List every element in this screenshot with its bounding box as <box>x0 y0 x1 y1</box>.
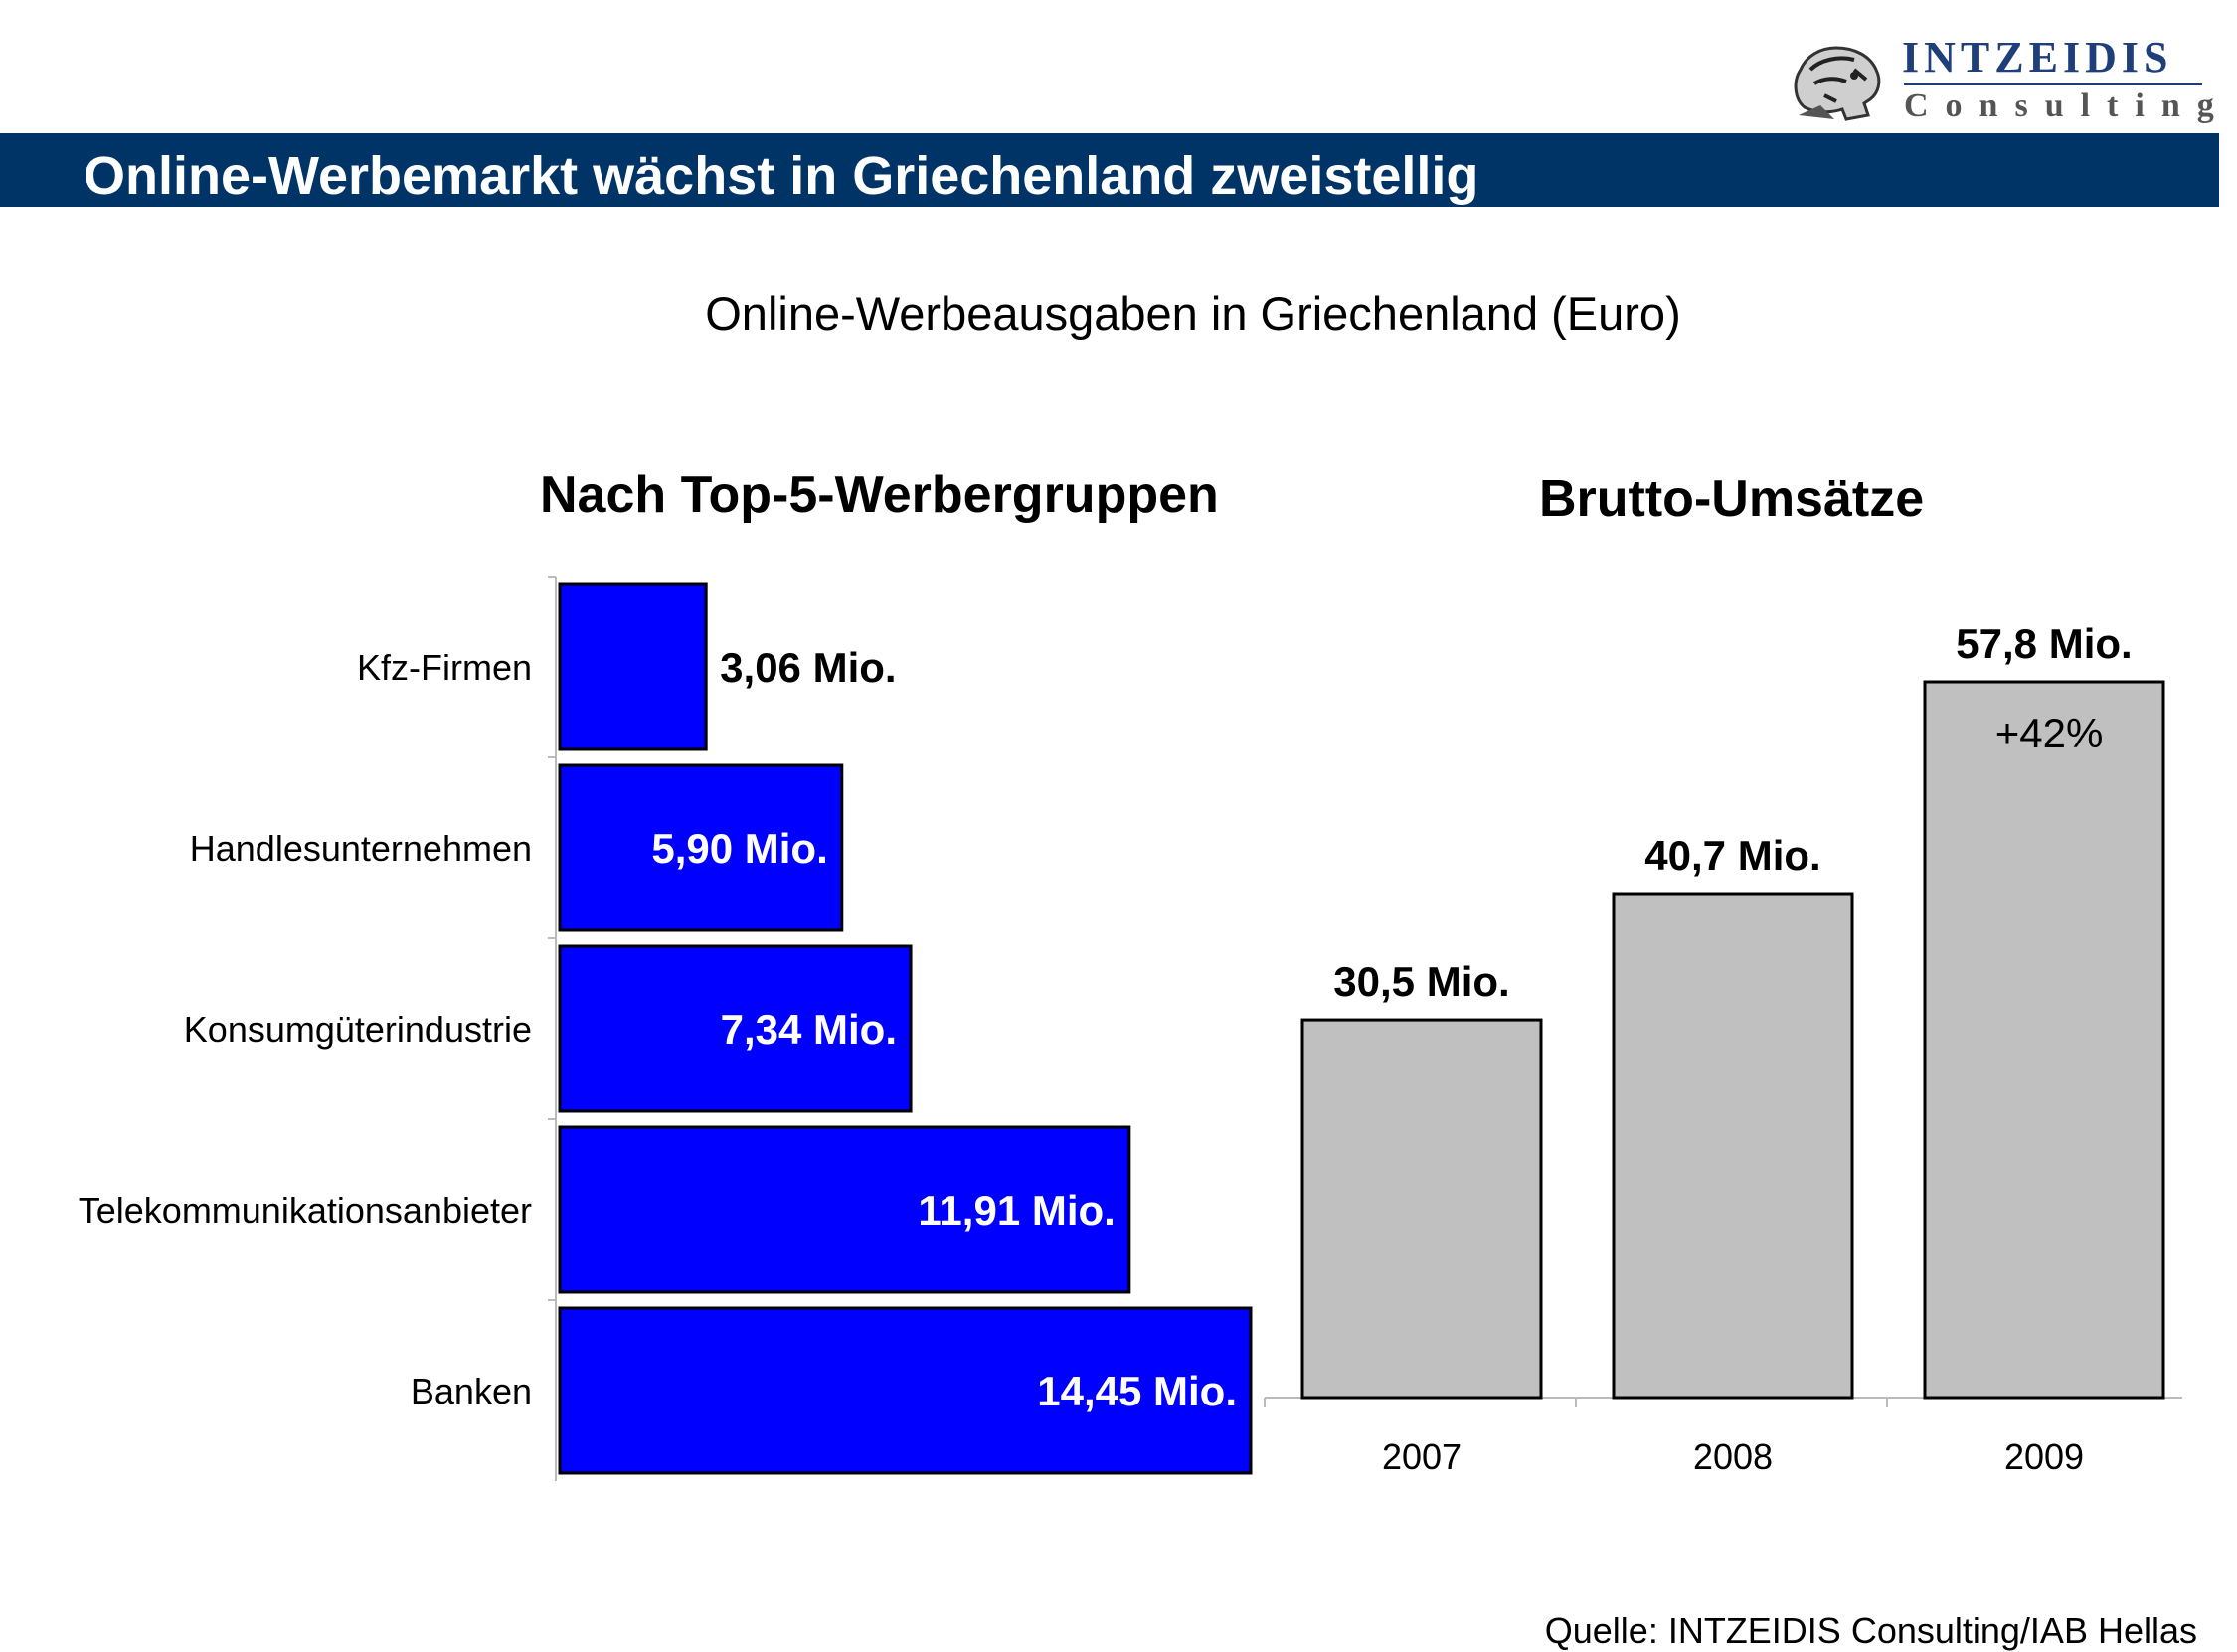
logo-subtitle: Consulting <box>1904 87 2231 124</box>
x-tick-label: 2008 <box>1693 1436 1773 1477</box>
bar-banken <box>558 1306 1253 1475</box>
page-title: Online-Werbemarkt wächst in Griechenland… <box>84 146 1479 206</box>
bar-kfz-firmen <box>558 582 708 751</box>
company-logo: INTZEIDIS Consulting <box>1785 30 2214 125</box>
data-label: 5,90 Mio. <box>651 825 827 872</box>
data-label: 3,06 Mio. <box>720 644 896 691</box>
bar-konsumgüterindustrie <box>558 944 913 1113</box>
category-label: Handlesunternehmen <box>190 828 532 869</box>
growth-annotation: +42% <box>1995 710 2104 756</box>
data-label: 30,5 Mio. <box>1333 958 1509 1005</box>
title-band <box>0 133 2219 207</box>
source-note: Quelle: INTZEIDIS Consulting/IAB Hellas <box>1544 1610 2197 1651</box>
data-label: 57,8 Mio. <box>1956 620 2132 667</box>
category-label: Konsumgüterindustrie <box>184 1009 532 1050</box>
x-tick-label: 2007 <box>1382 1436 1462 1477</box>
data-label: 14,45 Mio. <box>1037 1368 1237 1414</box>
bar-2007 <box>1300 1018 1543 1400</box>
bar-handlesunternehmen <box>558 763 844 932</box>
left-chart-title: Nach Top-5-Werbergruppen <box>540 466 1219 524</box>
logo-divider <box>1904 83 2202 85</box>
right-chart-title: Brutto-Umsätze <box>1539 470 1925 528</box>
data-label: 7,34 Mio. <box>721 1006 897 1053</box>
bust-head-icon <box>1794 46 1881 121</box>
chart-subtitle: Online-Werbeausgaben in Griechenland (Eu… <box>705 287 1681 340</box>
logo-name: INTZEIDIS <box>1902 33 2173 82</box>
category-label: Banken <box>411 1371 532 1411</box>
bar-2009 <box>1923 680 2165 1400</box>
data-label: 40,7 Mio. <box>1644 832 1820 879</box>
data-label: 11,91 Mio. <box>918 1187 1115 1234</box>
category-label: Kfz-Firmen <box>357 647 532 688</box>
bar-telekommunikationsanbieter <box>558 1125 1131 1294</box>
bar-2008 <box>1612 892 1854 1400</box>
category-label: Telekommunikationsanbieter <box>79 1190 532 1231</box>
x-tick-label: 2009 <box>2004 1436 2084 1477</box>
